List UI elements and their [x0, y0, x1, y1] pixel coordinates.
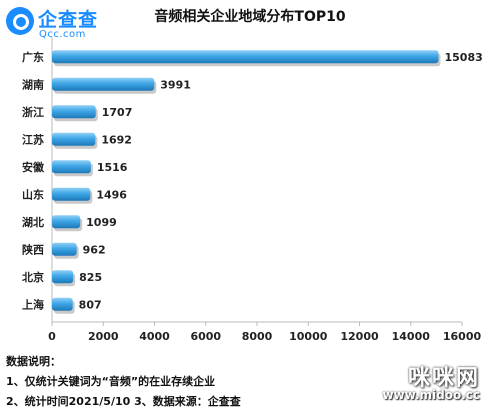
value-label: 1707 — [102, 106, 133, 119]
value-label: 807 — [79, 298, 102, 311]
x-tick-label: 10000 — [289, 330, 328, 343]
x-tick-label: 6000 — [190, 330, 221, 343]
bar-浙江 — [52, 105, 96, 119]
bar-安徽 — [52, 160, 91, 174]
value-label: 962 — [83, 243, 106, 256]
x-tick-label: 14000 — [392, 330, 431, 343]
x-tick-label: 12000 — [340, 330, 379, 343]
notes-line-1: 1、仅统计关键词为“音频”的在业存续企业 — [6, 375, 216, 388]
bar-chart: 广东 15083 湖南 3991 浙江 1707 江苏 1692 安徽 1516 山东 1496 湖北 1… — [22, 37, 483, 343]
bar-江苏 — [52, 132, 96, 146]
logo-name: 企查查 — [38, 9, 99, 31]
notes-heading: 数据说明： — [6, 355, 61, 368]
category-label: 北京 — [22, 270, 44, 284]
category-label: 浙江 — [22, 105, 44, 119]
notes-line-2: 2、统计时间2021/5/10 3、数据来源：企查查 — [6, 395, 241, 408]
x-tick-label: 2000 — [88, 330, 119, 343]
value-label: 1516 — [97, 161, 128, 174]
bar-湖北 — [52, 215, 81, 229]
value-label: 1496 — [96, 188, 127, 201]
bar-山东 — [52, 187, 91, 201]
category-label: 安徽 — [22, 160, 45, 174]
x-tick-label: 8000 — [242, 330, 273, 343]
value-label: 1692 — [101, 133, 132, 146]
watermark-url: www.midoo.cc — [382, 388, 480, 402]
category-label: 湖南 — [22, 77, 44, 91]
bar-北京 — [52, 270, 74, 284]
qcc-logo: 企查查 Qcc.com — [6, 5, 106, 41]
category-label: 湖北 — [22, 215, 44, 229]
bar-湖南 — [52, 77, 155, 91]
category-label: 山东 — [22, 187, 44, 201]
category-label: 江苏 — [22, 132, 44, 146]
category-label: 上海 — [22, 297, 44, 311]
value-label: 1099 — [86, 216, 117, 229]
category-label: 广东 — [22, 50, 44, 64]
bar-上海 — [52, 297, 73, 311]
bar-广东 — [52, 50, 439, 64]
chart-title: 音频相关企业地域分布TOP10 — [154, 9, 346, 25]
x-tick-label: 0 — [48, 330, 56, 343]
data-notes: 数据说明： 1、仅统计关键词为“音频”的在业存续企业 2、统计时间2021/5/… — [6, 352, 241, 412]
value-label: 15083 — [445, 51, 483, 64]
logo-icon — [6, 7, 34, 35]
watermark-text: 咪咪网 — [407, 366, 480, 391]
value-label: 825 — [79, 271, 102, 284]
logo-domain: Qcc.com — [39, 29, 86, 40]
x-tick-label: 4000 — [139, 330, 170, 343]
category-label: 陕西 — [22, 242, 44, 256]
value-label: 3991 — [160, 78, 191, 91]
bar-陕西 — [52, 242, 77, 256]
x-tick-label: 16000 — [443, 330, 482, 343]
